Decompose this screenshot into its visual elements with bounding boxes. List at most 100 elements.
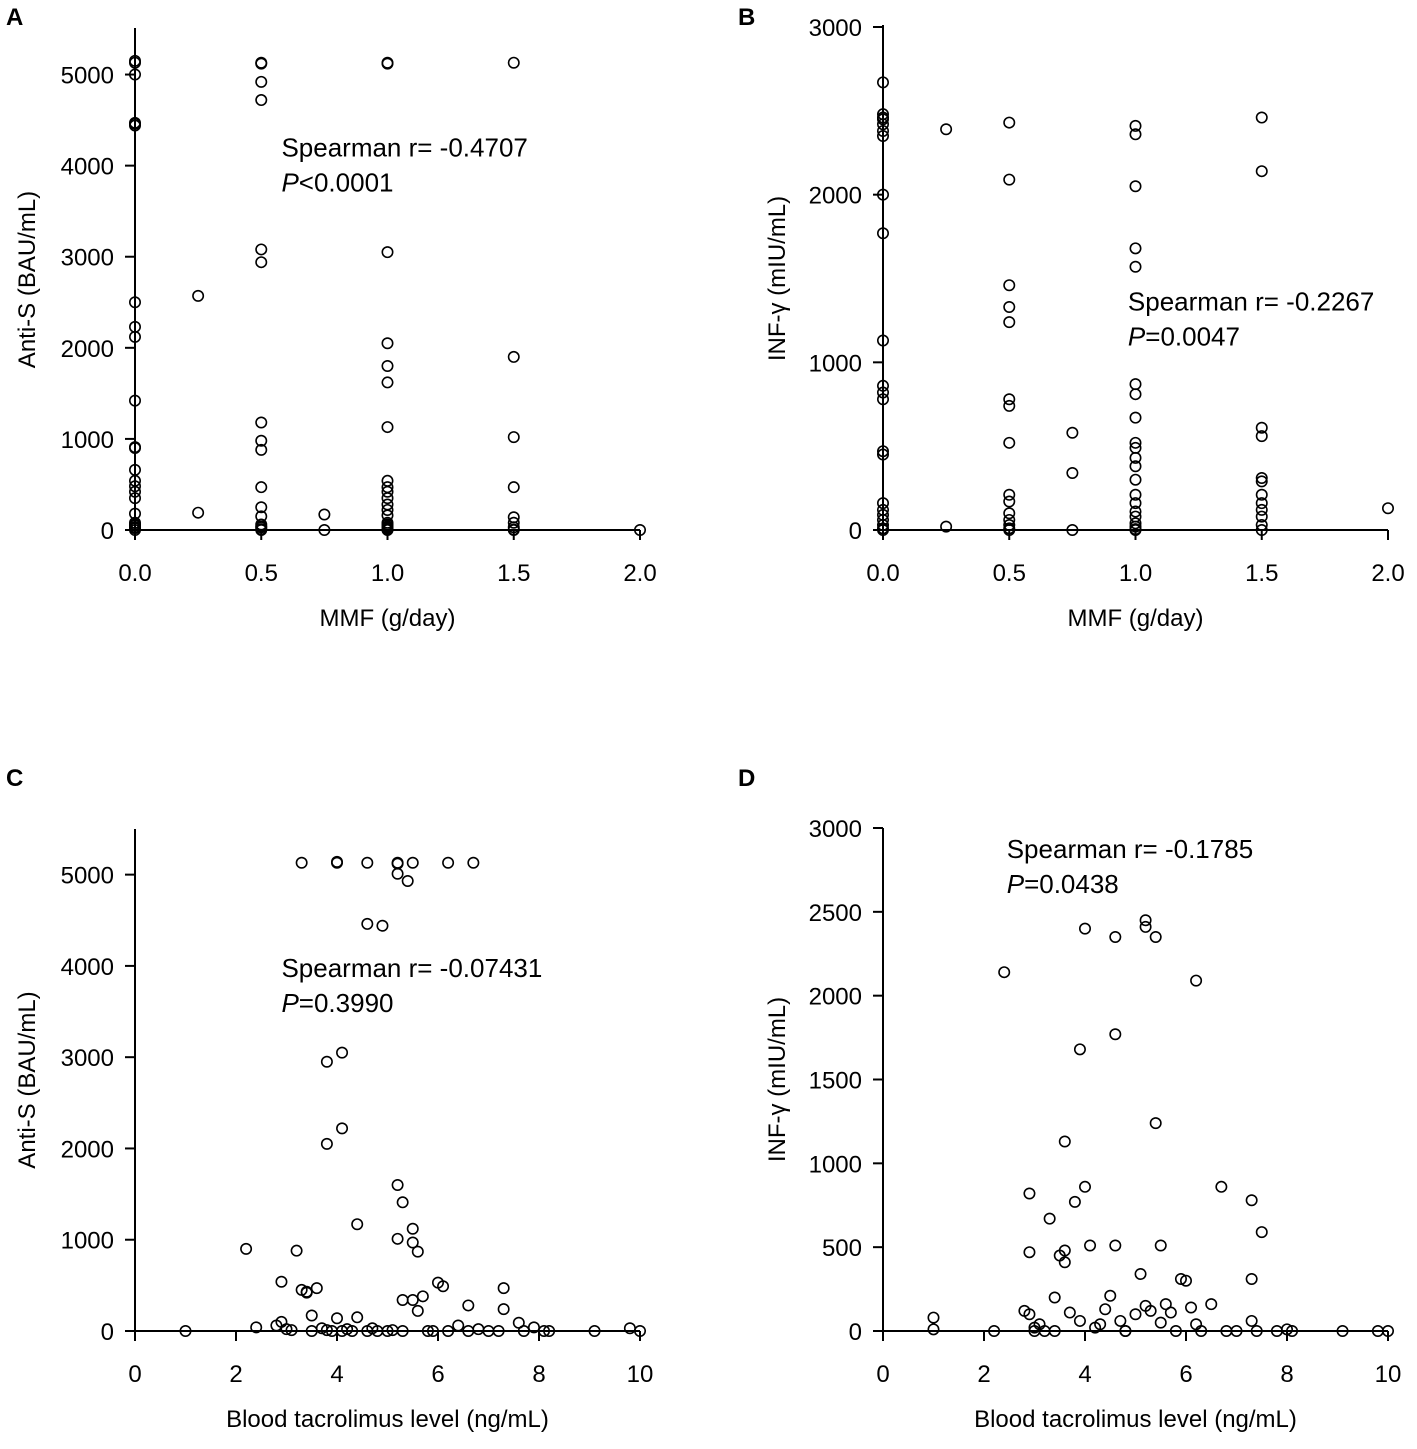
data-point [318,508,331,521]
data-point [406,1293,419,1306]
x-axis-label: MMF (g/day) [1067,605,1203,632]
data-point [381,520,394,533]
data-point [1129,1308,1142,1321]
data-point [255,501,268,514]
x-tick-label: 8 [532,1361,545,1388]
data-point [1003,436,1016,449]
data-point [192,506,205,519]
data-point [1185,1301,1198,1314]
data-point [1154,1316,1167,1329]
data-point [1129,260,1142,273]
data-point [275,1275,288,1288]
p-italic: P [281,168,299,198]
x-tick-label: 0.5 [993,560,1026,587]
data-point [1255,1226,1268,1239]
data-point [1003,507,1016,520]
data-point [1255,111,1268,124]
data-point [1134,1267,1147,1280]
spearman-annotation: Spearman r= -0.4707 [281,133,527,163]
data-point [305,1309,318,1322]
data-point [255,94,268,107]
data-point [330,855,343,868]
panel-a: A 0.0 0.5 1.0 1.5 2.0 0 1000 2000 3000 4000 5000 MMF… [6,4,657,632]
data-point [381,57,394,70]
data-point [467,856,480,869]
data-point [1119,1325,1132,1338]
data-point [507,431,520,444]
x-tick-label: 2 [977,1361,990,1388]
data-point [1129,119,1142,132]
data-point [129,492,142,505]
data-point [876,518,889,531]
y-tick-label: 4000 [61,154,114,181]
x-axis-label: Blood tacrolimus level (ng/mL) [226,1406,549,1433]
data-point [336,1122,349,1135]
data-point [179,1325,192,1338]
data-point [940,520,953,533]
data-point [129,296,142,309]
data-point [1129,451,1142,464]
data-point [129,518,142,531]
data-point [1066,523,1079,536]
x-tick-label: 1.5 [1245,560,1278,587]
data-point [129,394,142,407]
data-point [1003,393,1016,406]
p-value-annotation: P<0.0001 [281,168,393,198]
data-point [1245,1194,1258,1207]
y-tick-label: 5000 [61,863,114,890]
data-point [1245,1314,1258,1327]
data-point [381,337,394,350]
data-point [1003,495,1016,508]
data-point [381,421,394,434]
data-point [1109,930,1122,943]
data-point [442,1325,455,1338]
data-point [876,393,889,406]
data-point [1382,1325,1395,1338]
x-tick-label: 6 [1179,1361,1192,1388]
data-point [1129,523,1142,536]
data-point [1255,518,1268,531]
data-point [351,1311,364,1324]
p-value-annotation: P=0.0047 [1128,321,1240,351]
data-point [1129,388,1142,401]
data-point [1255,523,1268,536]
data-point [876,386,889,399]
data-point [1154,1239,1167,1252]
data-point [876,76,889,89]
data-point [437,1280,450,1293]
x-tick-label: 0.0 [118,560,151,587]
data-point [876,129,889,142]
data-point [1255,421,1268,434]
y-tick-label: 1500 [809,1068,862,1095]
data-point [1286,1325,1299,1338]
y-axis-label: Anti-S (BAU/mL) [14,991,41,1168]
data-point [462,1299,475,1312]
x-axis-label: Blood tacrolimus level (ng/mL) [974,1406,1297,1433]
data-point [876,111,889,124]
data-point [386,1324,399,1337]
data-point [129,480,142,493]
data-point [1230,1325,1243,1338]
y-tick-label: 2000 [61,1136,114,1163]
data-point [1174,1273,1187,1286]
x-tick-label: 0 [876,1361,889,1388]
y-axis-label: INF-γ (mIU/mL) [764,997,791,1162]
panel-letter: D [738,765,755,792]
data-point [1068,1195,1081,1208]
data-point [1058,1256,1071,1269]
data-point [1190,974,1203,987]
data-point [497,1282,510,1295]
data-point [517,1325,530,1338]
data-point [1129,180,1142,193]
y-tick-label: 3000 [61,1045,114,1072]
x-tick-label: 0.5 [245,560,278,587]
data-point [927,1323,940,1336]
data-point [1129,242,1142,255]
data-point [192,289,205,302]
data-point [876,379,889,392]
data-point [1058,1135,1071,1148]
data-point [250,1321,263,1334]
data-point [1063,1306,1076,1319]
panel-letter: C [6,765,23,792]
data-point [381,523,394,536]
